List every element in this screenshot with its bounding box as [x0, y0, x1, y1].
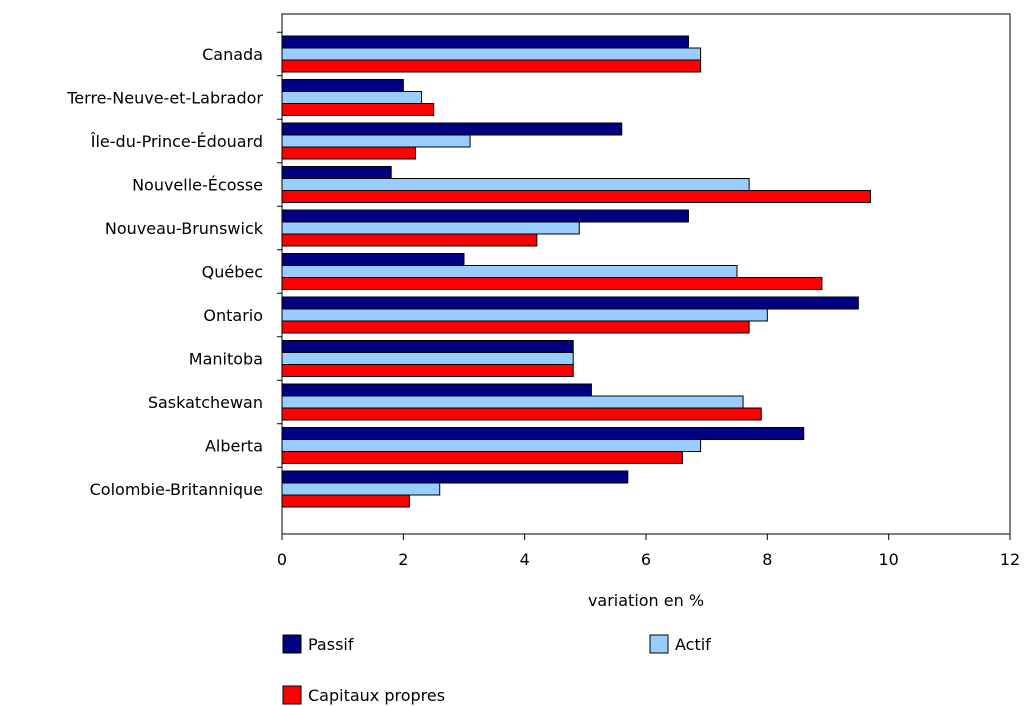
- bar-passif-colombie-britannique: [282, 471, 628, 483]
- bar-capitaux-propres-canada: [282, 60, 701, 72]
- bar-passif-alberta: [282, 428, 804, 440]
- category-label-alberta: Alberta: [205, 437, 263, 456]
- bar-actif-saskatchewan: [282, 396, 743, 408]
- bar-actif-terre-neuve-et-labrador: [282, 92, 422, 104]
- category-label-ontario: Ontario: [203, 306, 263, 325]
- legend-swatch-passif: [283, 635, 301, 653]
- bar-capitaux-propres-ontario: [282, 321, 749, 333]
- category-label-terre-neuve-et-labrador: Terre-Neuve-et-Labrador: [66, 89, 263, 108]
- bars-layer: [282, 36, 870, 507]
- bar-passif-ile-du-prince-edouard: [282, 123, 622, 135]
- x-tick-label-0: 0: [277, 550, 287, 569]
- category-label-quebec: Québec: [202, 263, 263, 282]
- x-tick-label-4: 4: [520, 550, 530, 569]
- bar-capitaux-propres-quebec: [282, 278, 822, 290]
- legend-label-actif: Actif: [675, 635, 711, 654]
- bar-passif-ontario: [282, 297, 858, 309]
- bar-capitaux-propres-manitoba: [282, 365, 573, 377]
- category-label-saskatchewan: Saskatchewan: [148, 393, 263, 412]
- bar-capitaux-propres-nouveau-brunswick: [282, 234, 537, 246]
- bar-capitaux-propres-terre-neuve-et-labrador: [282, 104, 434, 116]
- category-label-ile-du-prince-edouard: Île-du-Prince-Édouard: [90, 132, 263, 151]
- category-label-colombie-britannique: Colombie-Britannique: [90, 480, 263, 499]
- bar-capitaux-propres-alberta: [282, 452, 682, 464]
- category-label-nouvelle-ecosse: Nouvelle-Écosse: [132, 176, 263, 195]
- bar-passif-nouvelle-ecosse: [282, 167, 391, 179]
- bar-actif-canada: [282, 48, 701, 60]
- x-tick-label-2: 2: [398, 550, 408, 569]
- bar-actif-alberta: [282, 440, 701, 452]
- bar-actif-colombie-britannique: [282, 483, 440, 495]
- legend-label-passif: Passif: [308, 635, 354, 654]
- legend-swatch-actif: [650, 635, 668, 653]
- legend: Passif Actif Capitaux propres: [283, 635, 711, 705]
- bar-passif-nouveau-brunswick: [282, 210, 688, 222]
- bar-passif-manitoba: [282, 341, 573, 353]
- legend-label-capitaux-propres: Capitaux propres: [308, 686, 445, 705]
- category-label-canada: Canada: [202, 45, 263, 64]
- bar-passif-terre-neuve-et-labrador: [282, 80, 403, 92]
- x-tick-label-8: 8: [762, 550, 772, 569]
- x-tick-label-12: 12: [1000, 550, 1020, 569]
- bar-passif-quebec: [282, 254, 464, 266]
- bar-passif-saskatchewan: [282, 384, 591, 396]
- x-tick-label-6: 6: [641, 550, 651, 569]
- bar-actif-ontario: [282, 309, 767, 321]
- bar-capitaux-propres-ile-du-prince-edouard: [282, 147, 415, 159]
- x-tick-label-10: 10: [878, 550, 898, 569]
- legend-swatch-capitaux-propres: [283, 686, 301, 704]
- bar-actif-manitoba: [282, 353, 573, 365]
- bar-actif-ile-du-prince-edouard: [282, 135, 470, 147]
- bar-passif-canada: [282, 36, 688, 48]
- x-axis-title: variation en %: [588, 591, 704, 610]
- bar-actif-nouveau-brunswick: [282, 222, 579, 234]
- bar-actif-nouvelle-ecosse: [282, 179, 749, 191]
- bar-actif-quebec: [282, 266, 737, 278]
- bar-capitaux-propres-saskatchewan: [282, 408, 761, 420]
- category-label-manitoba: Manitoba: [189, 350, 263, 369]
- bar-capitaux-propres-colombie-britannique: [282, 495, 409, 507]
- bar-capitaux-propres-nouvelle-ecosse: [282, 191, 870, 203]
- category-label-nouveau-brunswick: Nouveau-Brunswick: [105, 219, 264, 238]
